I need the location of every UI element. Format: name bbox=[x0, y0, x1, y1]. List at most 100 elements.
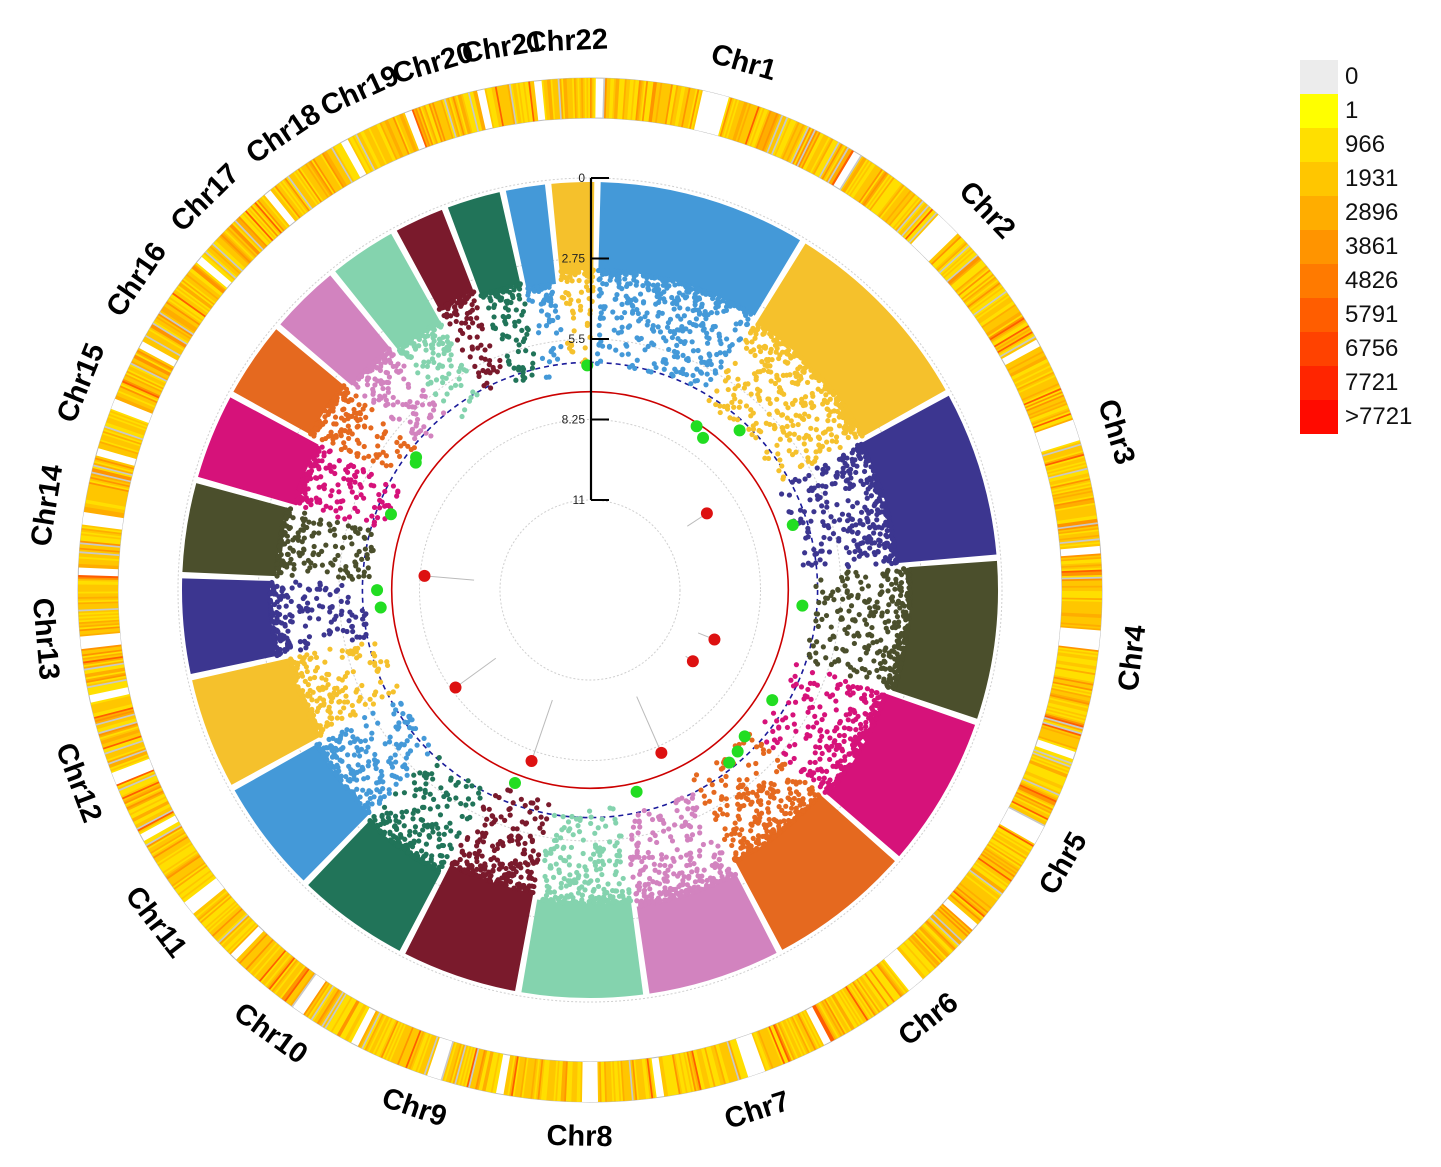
snp-point-Chr3 bbox=[883, 532, 889, 538]
density-cell-Chr7 bbox=[669, 1054, 679, 1095]
snp-point-Chr5 bbox=[873, 715, 880, 722]
snp-point-Chr6 bbox=[706, 777, 712, 783]
snp-point-Chr5 bbox=[852, 709, 858, 716]
density-cell-Chr7 bbox=[706, 1046, 720, 1087]
density-cell-Chr5 bbox=[1005, 812, 1042, 834]
snp-point-Chr2 bbox=[833, 439, 839, 445]
density-cell-Chr11 bbox=[202, 898, 234, 926]
density-cell-Chr11 bbox=[226, 922, 257, 953]
density-cell-Chr7 bbox=[780, 1021, 799, 1059]
snp-point-Chr3 bbox=[826, 549, 833, 555]
density-cell-Chr12 bbox=[112, 761, 151, 779]
density-cell-Chr1 bbox=[760, 112, 777, 151]
density-cell-Chr2 bbox=[943, 250, 975, 279]
density-cell-Chr2 bbox=[888, 193, 916, 226]
snp-point-Chr10 bbox=[419, 804, 426, 810]
density-cell-Chr5 bbox=[953, 889, 987, 917]
snp-point-Chr4 bbox=[897, 665, 903, 671]
density-cell-Chr1 bbox=[694, 90, 706, 131]
snp-point-Chr1 bbox=[613, 347, 619, 353]
snp-point-Chr2 bbox=[750, 325, 756, 331]
density-cell-Chr15 bbox=[124, 375, 162, 394]
snp-point-Chr11 bbox=[374, 780, 380, 786]
density-cell-Chr2 bbox=[911, 214, 940, 246]
snp-point-Chr7 bbox=[667, 885, 674, 892]
snp-point-Chr5 bbox=[856, 749, 862, 755]
density-cell-Chr14 bbox=[88, 483, 129, 494]
density-cell-Chr10 bbox=[276, 963, 303, 997]
density-cell-Chr6 bbox=[888, 953, 916, 987]
density-cell-Chr4 bbox=[1047, 705, 1087, 718]
density-cell-Chr3 bbox=[1053, 495, 1094, 506]
density-cell-Chr7 bbox=[668, 1055, 678, 1095]
snp-point-Chr2 bbox=[825, 406, 831, 413]
snp-point-Chr7 bbox=[641, 807, 647, 814]
snp-point-Chr4 bbox=[898, 588, 905, 594]
density-cell-Chr10 bbox=[314, 988, 339, 1024]
density-cell-Chr14 bbox=[78, 565, 119, 570]
snp-point-Chr5 bbox=[817, 756, 823, 762]
density-cell-Chr3 bbox=[1050, 479, 1091, 491]
density-cell-Chr2 bbox=[958, 269, 991, 297]
snp-point-Chr5 bbox=[771, 737, 778, 743]
density-cell-Chr1 bbox=[646, 81, 654, 122]
density-cell-Chr1 bbox=[658, 83, 667, 124]
snp-point-Chr7 bbox=[663, 854, 669, 860]
density-cell-Chr21 bbox=[501, 85, 511, 126]
density-cell-Chr6 bbox=[933, 912, 965, 942]
density-cell-Chr7 bbox=[796, 1013, 817, 1051]
density-cell-Chr18 bbox=[274, 185, 301, 219]
snp-point-Chr8 bbox=[553, 861, 559, 867]
density-cell-Chr5 bbox=[999, 822, 1036, 845]
snp-point-Chr10 bbox=[406, 832, 413, 838]
snp-point-Chr2 bbox=[835, 402, 842, 408]
density-cell-Chr5 bbox=[1027, 766, 1066, 784]
snp-point-Chr5 bbox=[788, 677, 794, 683]
snp-point-Chr8 bbox=[594, 877, 601, 883]
snp-point-Chr4 bbox=[878, 637, 884, 643]
snp-point-Chr2 bbox=[757, 348, 764, 355]
density-cell-Chr10 bbox=[308, 984, 333, 1020]
density-cell-Chr13 bbox=[83, 657, 124, 666]
snp-point-Chr3 bbox=[839, 511, 846, 517]
snp-point-Chr1 bbox=[656, 286, 662, 293]
snp-point-Chr1 bbox=[640, 300, 647, 306]
snp-point-Chr5 bbox=[863, 711, 869, 717]
density-cell-Chr16 bbox=[155, 317, 191, 341]
density-cell-Chr9 bbox=[411, 1032, 428, 1071]
density-cell-Chr3 bbox=[1036, 424, 1076, 440]
density-cell-Chr6 bbox=[829, 995, 852, 1032]
density-cell-Chr18 bbox=[331, 147, 354, 183]
density-cell-Chr4 bbox=[1052, 683, 1092, 694]
density-cell-Chr2 bbox=[951, 261, 985, 289]
snp-point-Chr1 bbox=[688, 381, 694, 387]
density-cell-Chr7 bbox=[700, 1048, 713, 1088]
density-cell-Chr18 bbox=[306, 162, 331, 197]
density-cell-Chr2 bbox=[883, 189, 911, 222]
snp-point-Chr11 bbox=[393, 781, 399, 787]
snp-point-Chr7 bbox=[668, 863, 674, 869]
snp-point-Chr2 bbox=[823, 392, 829, 398]
density-cell-Chr9 bbox=[472, 1049, 485, 1089]
density-cell-Chr15 bbox=[119, 386, 157, 405]
snp-point-Chr9 bbox=[491, 863, 497, 869]
density-cell-Chr15 bbox=[116, 393, 155, 411]
snp-point-Chr4 bbox=[871, 658, 877, 664]
snp-point-Chr3 bbox=[796, 478, 802, 484]
density-cell-Chr9 bbox=[478, 1050, 489, 1091]
density-cell-Chr11 bbox=[172, 863, 207, 889]
density-cell-Chr9 bbox=[426, 1037, 442, 1076]
density-cell-Chr21 bbox=[489, 87, 500, 128]
snp-point-Chr11 bbox=[378, 768, 384, 775]
density-cell-Chr3 bbox=[1058, 527, 1099, 535]
density-cell-Chr8 bbox=[639, 1059, 647, 1100]
snp-point-Chr4 bbox=[867, 605, 873, 611]
density-cell-Chr6 bbox=[847, 984, 872, 1020]
density-cell-Chr2 bbox=[924, 228, 955, 259]
snp-point-Chr4 bbox=[837, 607, 844, 613]
density-cell-Chr3 bbox=[1028, 401, 1067, 418]
density-cell-Chr3 bbox=[1059, 538, 1100, 545]
snp-point-Chr7 bbox=[679, 870, 685, 876]
snp-point-Chr6 bbox=[751, 847, 758, 853]
snp-point-Chr6 bbox=[773, 818, 779, 824]
